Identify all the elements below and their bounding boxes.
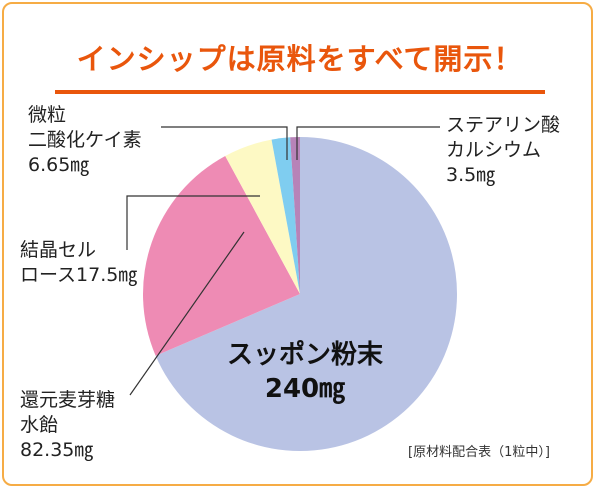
- label-line: ステアリン酸: [446, 114, 561, 136]
- label-value: 6.65㎎: [28, 154, 90, 176]
- chart-frame: [2, 2, 593, 486]
- label-stearate: ステアリン酸 カルシウム 3.5㎎: [446, 113, 560, 188]
- label-value: 3.5㎎: [446, 164, 496, 186]
- label-maltitol: 還元麦芽糖 水飴 82.35㎎: [20, 388, 115, 463]
- label-value: 240㎎: [264, 374, 346, 404]
- label-line: カルシウム: [446, 139, 542, 161]
- leader-line-stearate: [296, 126, 440, 160]
- title-underline: [55, 90, 545, 94]
- pie-slice-2: [225, 139, 300, 294]
- leader-line-cellulose: [126, 195, 260, 250]
- pie-slice-3: [271, 137, 300, 294]
- pie-slice-1: [143, 155, 300, 356]
- leader-line-maltitol: [129, 231, 245, 396]
- label-line: 結晶セル: [20, 239, 97, 261]
- footnote: [原材料配合表（1粒中）]: [408, 445, 550, 460]
- pie-slice-0: [155, 137, 457, 452]
- label-suppon: スッポン粉末 240㎎: [200, 338, 410, 406]
- label-line: ロース17.5㎎: [20, 264, 138, 286]
- pie-slice-4: [290, 137, 300, 294]
- label-cellulose: 結晶セル ロース17.5㎎: [20, 238, 137, 288]
- label-line: スッポン粉末: [226, 340, 383, 370]
- label-line: 微粒: [28, 104, 67, 126]
- label-line: 水飴: [20, 414, 59, 436]
- leader-line-silica: [161, 126, 288, 160]
- label-silica: 微粒 二酸化ケイ素 6.65㎎: [28, 103, 142, 178]
- label-line: 二酸化ケイ素: [28, 129, 142, 151]
- chart-title: インシップは原料をすべて開示！: [76, 42, 524, 76]
- label-value: 82.35㎎: [20, 439, 94, 461]
- label-line: 還元麦芽糖: [20, 389, 116, 411]
